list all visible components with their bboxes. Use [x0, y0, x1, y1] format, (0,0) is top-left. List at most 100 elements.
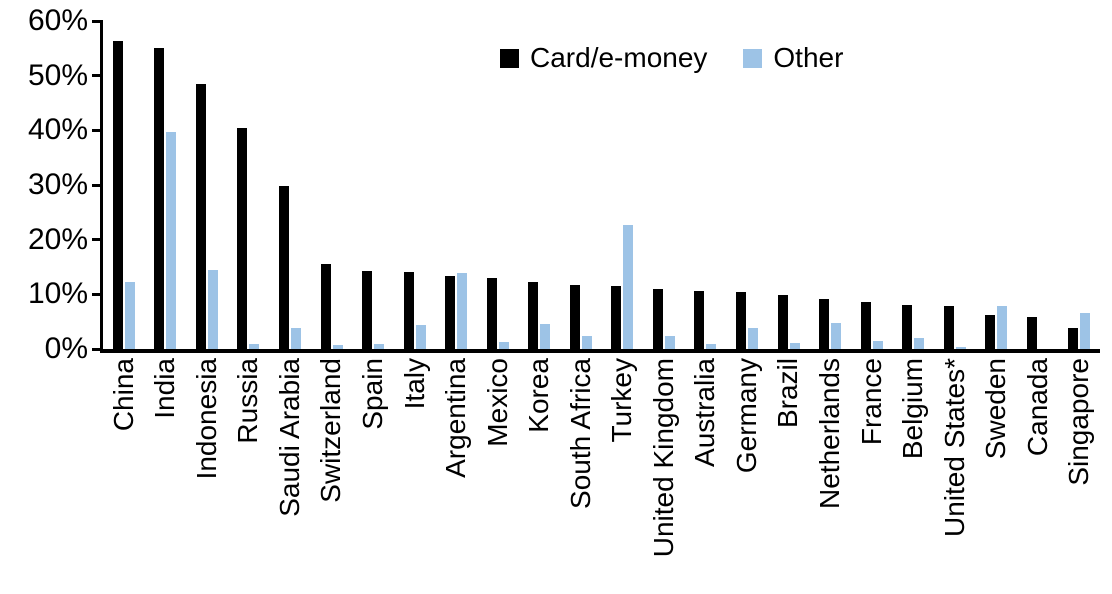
legend-swatch-other: [743, 48, 763, 68]
bar-group: [809, 21, 851, 349]
bar-card-e-money: [278, 186, 289, 349]
legend-item-card-e-money: Card/e-money: [500, 42, 707, 74]
bar-card-e-money: [486, 278, 497, 349]
bar-group: [975, 21, 1017, 349]
bar-card-e-money: [320, 263, 331, 349]
x-axis-label: Switzerland: [315, 358, 347, 503]
bar-other: [914, 338, 925, 349]
bar-card-e-money: [777, 294, 788, 349]
x-axis-label: India: [149, 358, 181, 419]
bar-other: [831, 322, 842, 349]
x-axis-label: Belgium: [897, 358, 929, 460]
x-axis-label: Mexico: [481, 358, 513, 447]
bar-group: [394, 21, 436, 349]
x-axis-label: France: [855, 358, 887, 446]
bar-card-e-money: [735, 291, 746, 349]
bar-group: [560, 21, 602, 349]
y-axis-label: 10%: [27, 277, 88, 311]
bar-other: [249, 343, 260, 349]
y-axis-tick: [92, 128, 101, 132]
y-axis-tick: [92, 183, 101, 187]
bar-card-e-money: [819, 299, 830, 349]
bar-group: [892, 21, 934, 349]
bar-card-e-money: [652, 288, 663, 349]
bar-other: [872, 340, 883, 349]
x-axis-label: Singapore: [1063, 358, 1095, 486]
bar-other: [955, 347, 966, 349]
y-axis-tick: [92, 238, 101, 242]
x-axis-label: Spain: [357, 358, 389, 430]
bar-other: [706, 344, 717, 349]
bar-group: [435, 21, 477, 349]
x-axis-label: Indonesia: [190, 358, 222, 480]
bar-card-e-money: [694, 290, 705, 349]
y-axis-tick: [92, 74, 101, 78]
bar-other: [457, 273, 468, 349]
y-axis-tick: [92, 19, 101, 23]
x-axis-label: Sweden: [980, 358, 1012, 460]
legend-item-other: Other: [743, 42, 843, 74]
x-axis-label: Germany: [730, 358, 762, 474]
legend-label-card-e-money: Card/e-money: [530, 42, 708, 73]
y-axis-label: 20%: [27, 222, 88, 256]
bar-card-e-money: [1068, 328, 1079, 349]
bar-card-e-money: [860, 302, 871, 349]
bar-other: [581, 336, 592, 349]
bar-other: [623, 225, 634, 349]
x-axis-label: Saudi Arabia: [273, 358, 305, 517]
bar-card-e-money: [528, 282, 539, 349]
bar-group: [685, 21, 727, 349]
x-axis-label: United States*: [938, 358, 970, 537]
x-axis-label: South Africa: [564, 358, 596, 509]
bar-other: [290, 327, 301, 349]
plot-area: [103, 21, 1100, 349]
bar-card-e-money: [1026, 317, 1037, 349]
bar-other: [997, 305, 1008, 349]
y-axis-label: 60%: [27, 4, 88, 37]
bar-other: [332, 344, 343, 349]
bar-card-e-money: [237, 127, 248, 349]
y-axis-label: 0%: [44, 332, 88, 365]
bar-other: [664, 336, 675, 349]
y-axis-tick: [92, 347, 101, 351]
x-axis-label: Argentina: [440, 358, 472, 478]
x-axis-label: Italy: [398, 358, 430, 410]
bar-group: [311, 21, 353, 349]
x-axis-label: Russia: [232, 358, 264, 444]
y-axis-label: 40%: [27, 113, 88, 147]
bar-group: [269, 21, 311, 349]
x-axis-label: Netherlands: [813, 358, 845, 509]
bar-group: [602, 21, 644, 349]
bar-card-e-money: [445, 276, 456, 349]
x-axis-line: [100, 349, 1100, 353]
bar-card-e-money: [154, 47, 165, 349]
x-axis-label: China: [107, 358, 139, 432]
x-axis-label: Brazil: [772, 358, 804, 429]
bar-group: [477, 21, 519, 349]
x-axis-label: Turkey: [606, 358, 638, 443]
x-axis-label: Australia: [689, 358, 721, 467]
y-axis-line: [100, 20, 103, 353]
bar-other: [540, 324, 551, 349]
bar-card-e-money: [112, 40, 123, 349]
bar-group: [851, 21, 893, 349]
bar-group: [1059, 21, 1101, 349]
bar-other: [166, 131, 177, 349]
bar-other: [1080, 313, 1091, 349]
bar-group: [145, 21, 187, 349]
bar-group: [1017, 21, 1059, 349]
legend-swatch-card-e-money: [500, 48, 519, 68]
bar-card-e-money: [943, 306, 954, 349]
bar-card-e-money: [985, 314, 996, 349]
bar-group: [352, 21, 394, 349]
bar-other: [789, 343, 800, 349]
legend-label-other: Other: [773, 42, 844, 73]
x-axis-labels: China India Indonesia Russia Saudi Arabia Swi…: [103, 358, 1100, 594]
legend: Card/e-money Other: [500, 42, 843, 74]
bar-card-e-money: [569, 285, 580, 349]
y-axis-tick: [92, 292, 101, 296]
bar-group: [518, 21, 560, 349]
bar-group: [186, 21, 228, 349]
bar-group: [228, 21, 270, 349]
x-axis-label: Canada: [1021, 358, 1053, 457]
